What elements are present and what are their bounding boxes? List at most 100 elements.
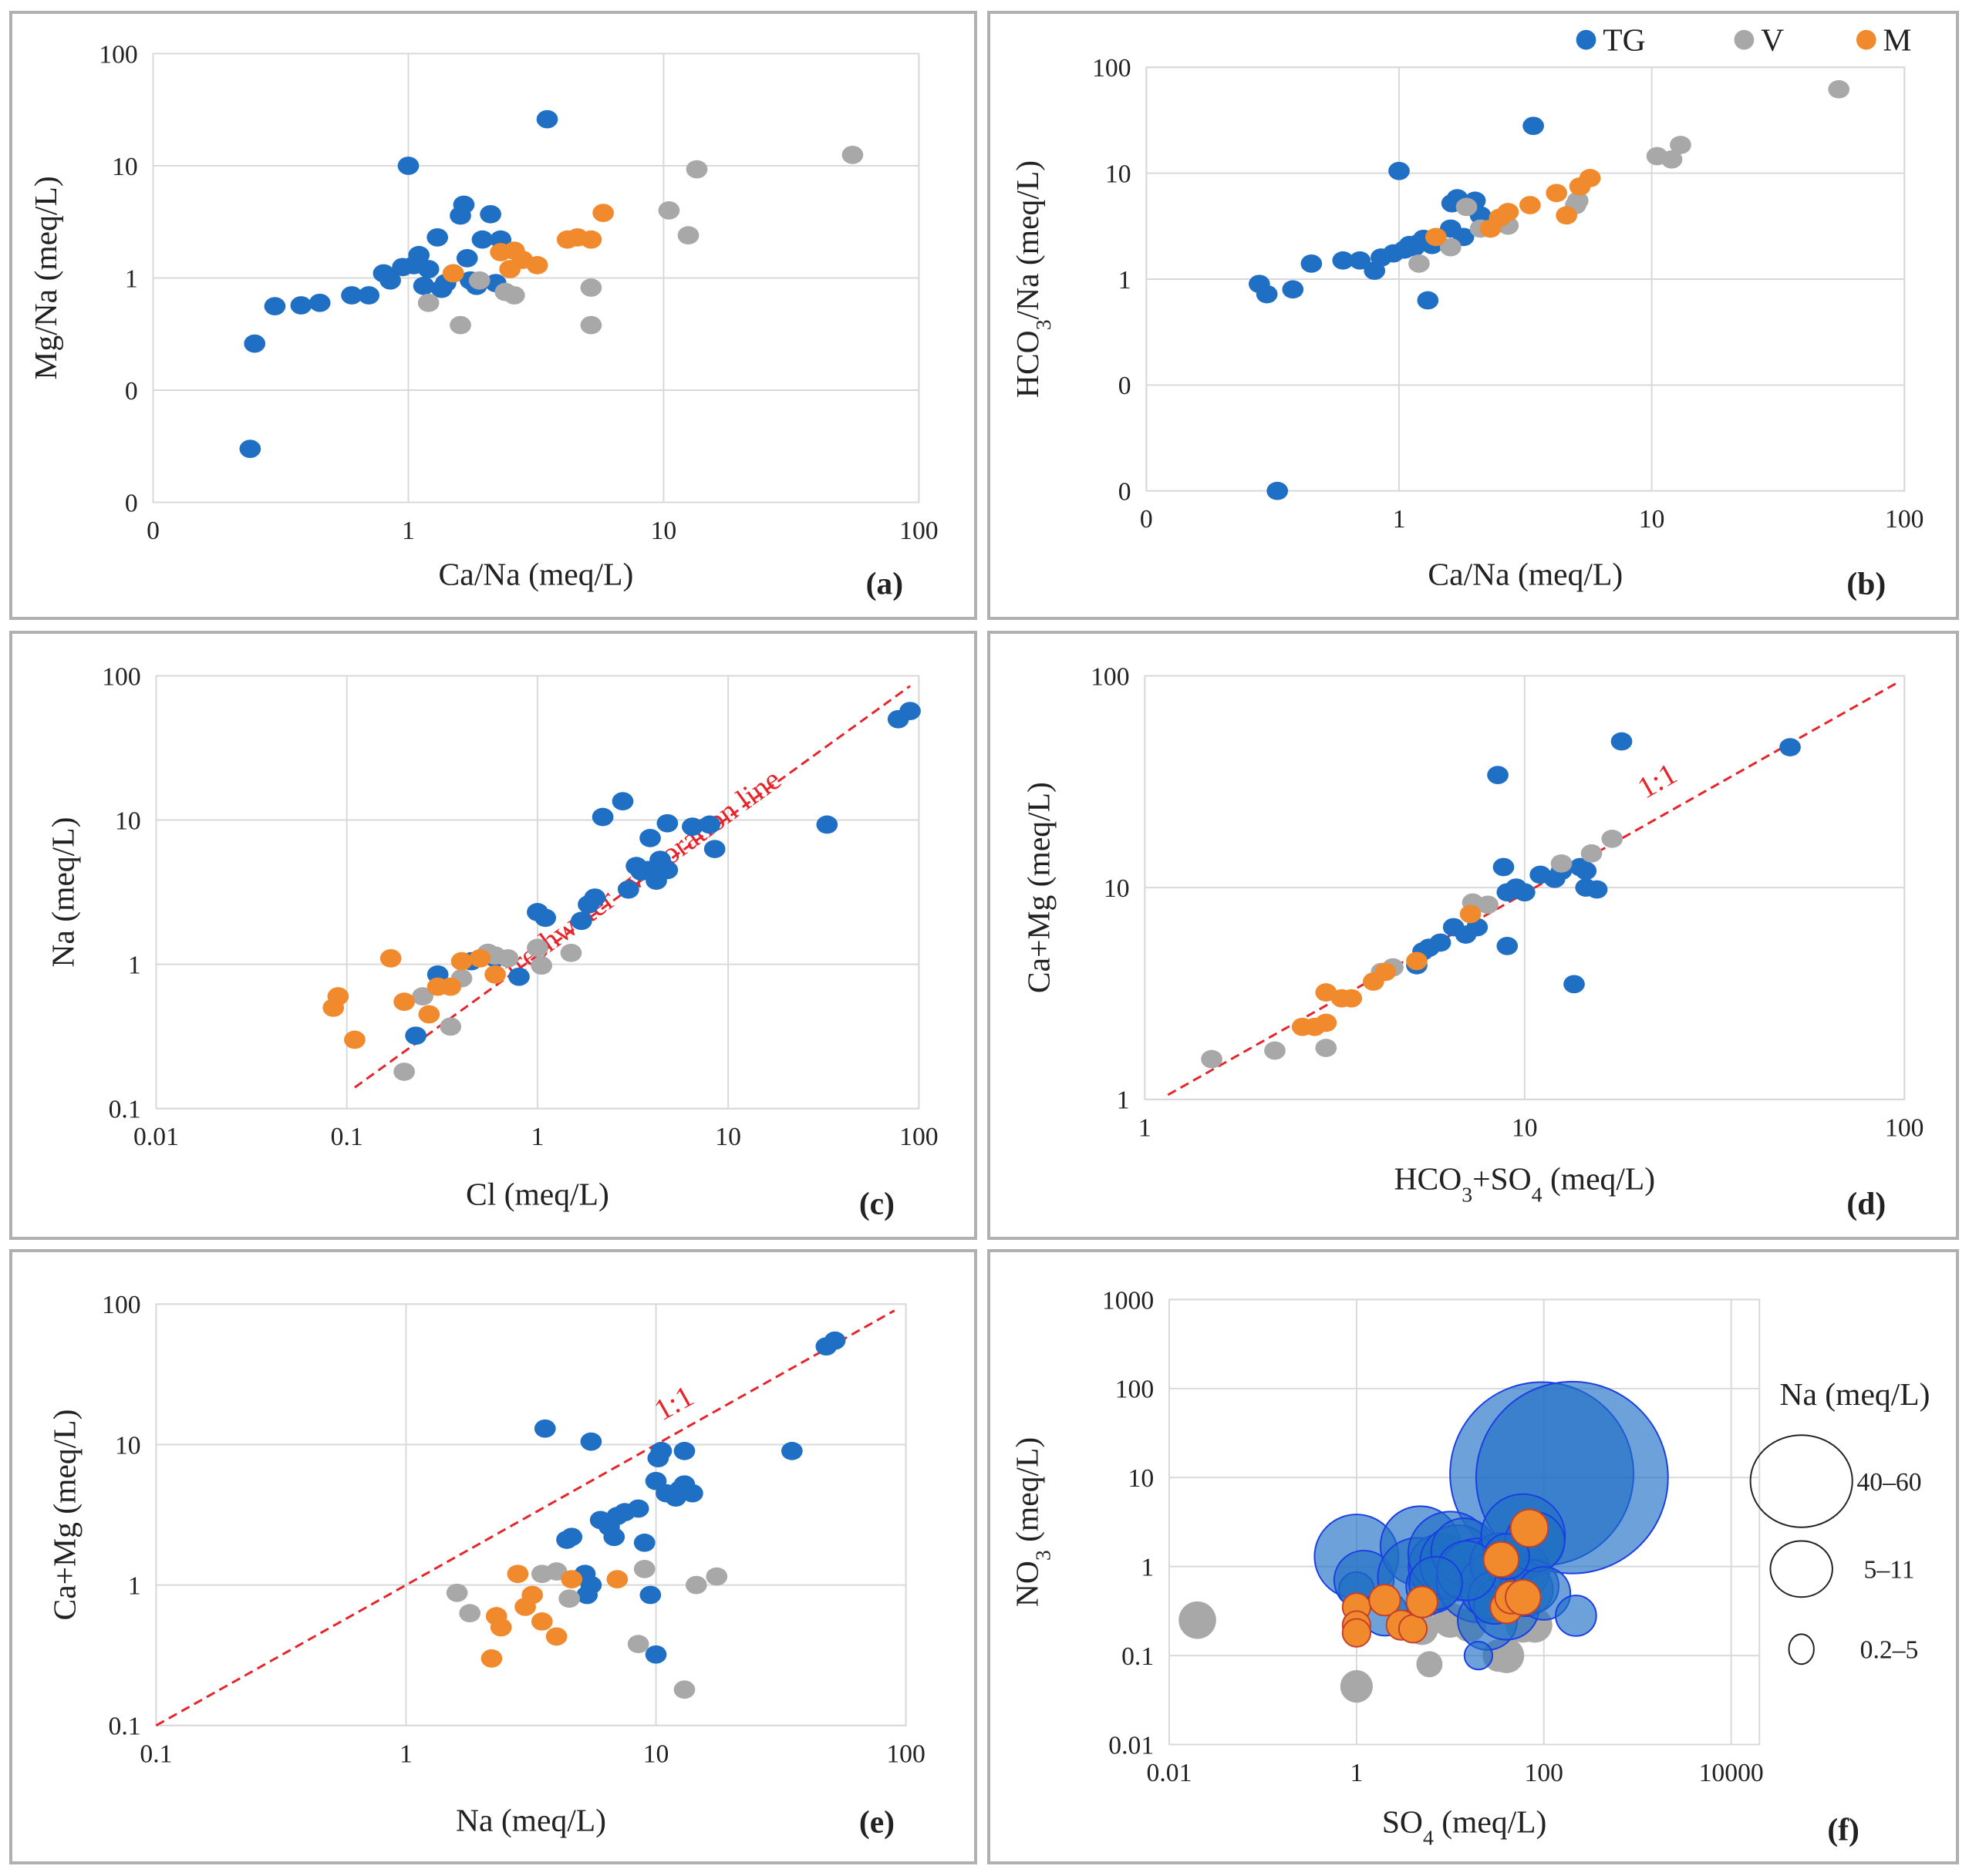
point-TG [1586,880,1608,899]
y-axis-label: HCO3/Na (meq/L) [1010,160,1055,398]
x-axis-label-part: SO [1382,1804,1423,1839]
point-TG [1575,861,1597,881]
x-axis-label-part: (meq/L) [1434,1804,1547,1840]
point-V [531,956,553,975]
legend-label-V: V [1761,22,1784,58]
point-TG [471,230,494,249]
point-TG [673,1441,696,1460]
panel-f: 0.01 1 100 10000 0.01 0.1 1 10 100 1000 SO4 (meq/L… [987,1249,1959,1864]
point-V [417,293,440,312]
point-TG [358,286,380,305]
y-axis-label-part: (meq/L) [1010,1437,1046,1551]
y-axis-label: NO3 (meq/L) [1010,1437,1055,1607]
x-tick-label: 0.01 [133,1123,179,1151]
x-tick-label: 1 [1350,1759,1363,1787]
y-tick-label: 0 [125,377,138,406]
point-TG [413,276,435,295]
y-tick-label: 0.1 [109,1096,141,1124]
point-M [1459,904,1482,924]
point-TG [1779,738,1801,756]
point-V [459,1604,481,1623]
point-M [442,264,464,283]
point-V [393,1063,415,1081]
x-tick-label: 0 [1140,505,1153,534]
y-tick-label: 0.01 [1108,1731,1154,1760]
point-TG [408,245,430,264]
point-TG [536,109,558,129]
point-V [1477,895,1499,914]
chart-e: 0.1 1 10 100 0.1 1 10 100 Na (meq/L) Ca+Mg (meq/L… [46,1291,925,1840]
series-V [417,146,864,335]
point-M [1546,184,1568,203]
plot-frame [155,675,920,1110]
point-V [1264,1041,1286,1060]
point-TG [427,227,449,247]
point-V [1566,191,1589,211]
series-M [1341,1508,1549,1648]
point-M [606,1570,629,1588]
point-TG [639,1585,662,1605]
y-tick-label: 1 [1117,1086,1130,1115]
y-axis-label-part: 3 [1030,1550,1054,1561]
legend-marker-TG [1576,29,1596,50]
series-TG [1313,1380,1669,1671]
point-TG [618,880,639,899]
y-axis-label-part: 3 [1030,319,1054,330]
point-M [531,1612,553,1631]
x-tick-label: 100 [1885,1113,1923,1142]
point-TG [1282,280,1304,299]
point-M [592,204,614,223]
point-TG [379,271,401,290]
point-V [627,1635,649,1654]
point-TG [592,807,614,827]
point-TG [1496,936,1519,955]
series-TG [405,702,921,1046]
x-tick-label: 10000 [1699,1759,1764,1787]
panel-b: 0 1 10 100 0 0 1 10 100 Ca/Na (meq/L) HCO3/Na (meq… [987,11,1959,620]
point-TG [656,813,679,833]
x-tick-label: 100 [1525,1759,1563,1787]
legend: TG V M [1576,22,1912,58]
x-tick-label: 0.01 [1147,1759,1192,1787]
point-M [1425,227,1447,247]
series-TG [534,1331,846,1664]
y-tick-label: 100 [1092,54,1131,83]
y-tick-label: 0 [1118,478,1131,507]
point-TG [571,911,592,931]
y-tick-label: 0 [125,489,138,517]
panel-label: (c) [859,1185,895,1221]
point-V [1580,844,1603,863]
point-V [673,1680,696,1699]
series-M [442,204,614,283]
series-V [1201,829,1623,1069]
series-V [446,1559,728,1699]
panel-label: (b) [1846,565,1886,601]
point-TG [453,195,475,214]
x-axis-label: Na (meq/L) [456,1802,606,1838]
point-TG [1256,285,1278,304]
point-TG [699,815,721,834]
point-M [1482,1541,1520,1578]
y-tick-label: 1 [125,264,138,293]
y-tick-label: 100 [1091,662,1129,691]
point-TG [1300,254,1323,273]
point-TG [508,967,530,986]
point-TG [1388,161,1410,180]
point-V [1178,1601,1216,1639]
point-V [1340,1670,1373,1703]
y-tick-label: 1 [1141,1554,1154,1582]
panel-e: 0.1 1 10 100 0.1 1 10 100 Na (meq/L) Ca+Mg (meq/L… [9,1249,977,1864]
point-M [379,948,402,968]
point-TG [1610,732,1633,751]
point-TG [239,440,261,458]
point-M [344,1030,366,1049]
point-TG [534,1419,556,1438]
point-M [327,987,349,1005]
point-M [1405,1585,1438,1618]
y-tick-label: 100 [102,662,140,691]
point-TG [580,1575,602,1595]
point-TG [682,1484,703,1503]
point-TG [264,297,286,316]
point-M [490,1618,512,1637]
